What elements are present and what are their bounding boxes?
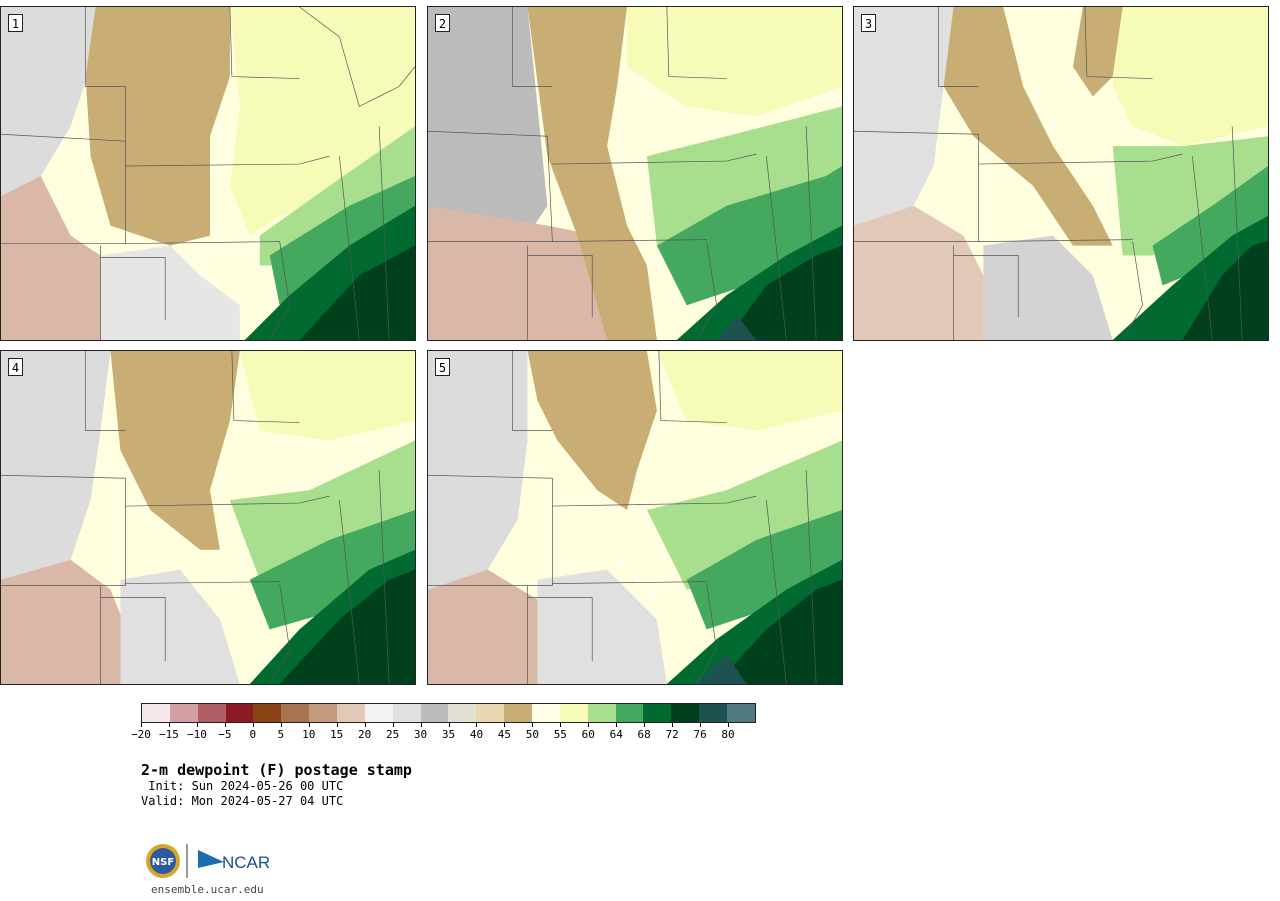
colorbar-tick bbox=[588, 723, 590, 727]
colorbar-tick bbox=[392, 723, 394, 727]
colorbar-swatch bbox=[476, 704, 505, 722]
ncar-logo: NCAR bbox=[198, 850, 270, 872]
colorbar-tick-label: 30 bbox=[413, 728, 428, 741]
dewpoint-map bbox=[854, 7, 1268, 340]
colorbar-swatch bbox=[587, 704, 616, 722]
colorbar-swatch bbox=[364, 704, 393, 722]
dewpoint-map bbox=[1, 351, 415, 684]
colorbar-swatch bbox=[309, 704, 338, 722]
colorbar-tick-label: 80 bbox=[721, 728, 735, 741]
panel-number: 3 bbox=[861, 14, 876, 32]
product-title: 2-m dewpoint (F) postage stamp bbox=[141, 761, 412, 779]
panel-number: 2 bbox=[435, 14, 450, 32]
colorbar-tick bbox=[168, 723, 170, 727]
colorbar-tick bbox=[336, 723, 338, 727]
colorbar-tick bbox=[504, 723, 506, 727]
colorbar-tick-label: 50 bbox=[525, 728, 539, 741]
colorbar-swatch bbox=[532, 704, 560, 722]
colorbar-swatch bbox=[727, 704, 755, 722]
colorbar-tick bbox=[532, 723, 534, 727]
colorbar-tick bbox=[476, 723, 478, 727]
colorbar-tick-label: −15 bbox=[159, 728, 179, 741]
colorbar-tick bbox=[560, 723, 562, 727]
map-panel-5: 5 bbox=[427, 350, 843, 685]
valid-time: Valid: Mon 2024-05-27 04 UTC bbox=[141, 794, 344, 808]
colorbar-tick bbox=[420, 723, 422, 727]
colorbar-tick-label: 64 bbox=[609, 728, 623, 741]
colorbar-tick-label: 20 bbox=[358, 728, 372, 741]
init-time: Init: Sun 2024-05-26 00 UTC bbox=[141, 779, 344, 793]
panel-number: 5 bbox=[435, 358, 450, 376]
map-panel-1: 1 bbox=[0, 6, 416, 341]
colorbar-swatch bbox=[253, 704, 282, 722]
dewpoint-map bbox=[428, 7, 842, 340]
nsf-ncar-logo: NSF NCAR bbox=[146, 844, 270, 878]
colorbar-tick-label: 68 bbox=[637, 728, 651, 741]
colorbar-swatch bbox=[559, 704, 588, 722]
colorbar-tick bbox=[728, 723, 730, 727]
colorbar-tick-label: 45 bbox=[497, 728, 512, 741]
map-panel-2: 2 bbox=[427, 6, 843, 341]
colorbar-swatch bbox=[142, 704, 170, 722]
colorbar-tick-label: 0 bbox=[249, 728, 257, 741]
colorbar-tick-label: 76 bbox=[693, 728, 707, 741]
colorbar-swatch bbox=[671, 704, 700, 722]
colorbar-swatch bbox=[337, 704, 365, 722]
colorbar-tick bbox=[308, 723, 310, 727]
colorbar-ticks: −20 −15 −10 −5 0 5 10 15 20 25 30 35 40 45 50 55 60 64 68 7… bbox=[131, 723, 756, 743]
svg-text:NSF: NSF bbox=[152, 857, 174, 868]
map-panel-4: 4 bbox=[0, 350, 416, 685]
colorbar-tick-label: 55 bbox=[553, 728, 567, 741]
colorbar-tick bbox=[141, 723, 142, 727]
colorbar-tick bbox=[448, 723, 450, 727]
colorbar-tick-label: 5 bbox=[277, 728, 285, 741]
colorbar-tick bbox=[280, 723, 282, 727]
colorbar-swatch bbox=[504, 704, 533, 722]
colorbar-tick-label: 40 bbox=[469, 728, 484, 741]
panel-number: 1 bbox=[8, 14, 23, 32]
colorbar bbox=[141, 703, 756, 723]
colorbar-tick-label: 25 bbox=[385, 728, 400, 741]
dewpoint-map bbox=[1, 7, 415, 340]
colorbar-swatch bbox=[643, 704, 672, 722]
colorbar-tick-label: 10 bbox=[302, 728, 316, 741]
colorbar-tick bbox=[616, 723, 618, 727]
colorbar-tick-label: 72 bbox=[665, 728, 679, 741]
colorbar-swatch bbox=[197, 704, 226, 722]
panel-number: 4 bbox=[8, 358, 23, 376]
nsf-logo: NSF bbox=[146, 844, 180, 878]
colorbar-tick bbox=[364, 723, 366, 727]
colorbar-swatch bbox=[169, 704, 198, 722]
colorbar-tick bbox=[700, 723, 702, 727]
colorbar-tick-label: 15 bbox=[330, 728, 344, 741]
dewpoint-map bbox=[428, 351, 842, 684]
map-panel-3: 3 bbox=[853, 6, 1269, 341]
svg-text:NCAR: NCAR bbox=[222, 853, 270, 872]
colorbar-tick-label: −10 bbox=[186, 728, 207, 741]
colorbar-tick bbox=[196, 723, 198, 727]
colorbar-swatch bbox=[448, 704, 477, 722]
colorbar-tick-label: 60 bbox=[581, 728, 595, 741]
colorbar-swatch bbox=[615, 704, 644, 722]
colorbar-tick bbox=[672, 723, 674, 727]
colorbar-swatch bbox=[392, 704, 421, 722]
colorbar-swatch bbox=[420, 704, 449, 722]
colorbar-tick-label: −5 bbox=[218, 728, 232, 741]
site-url: ensemble.ucar.edu bbox=[151, 883, 264, 896]
colorbar-tick bbox=[224, 723, 226, 727]
colorbar-tick bbox=[644, 723, 646, 727]
colorbar-swatch bbox=[225, 704, 254, 722]
colorbar-swatch bbox=[281, 704, 310, 722]
colorbar-tick-label: −20 bbox=[131, 728, 151, 741]
colorbar-tick-label: 35 bbox=[441, 728, 456, 741]
colorbar-tick bbox=[252, 723, 254, 727]
colorbar-swatch bbox=[699, 704, 728, 722]
